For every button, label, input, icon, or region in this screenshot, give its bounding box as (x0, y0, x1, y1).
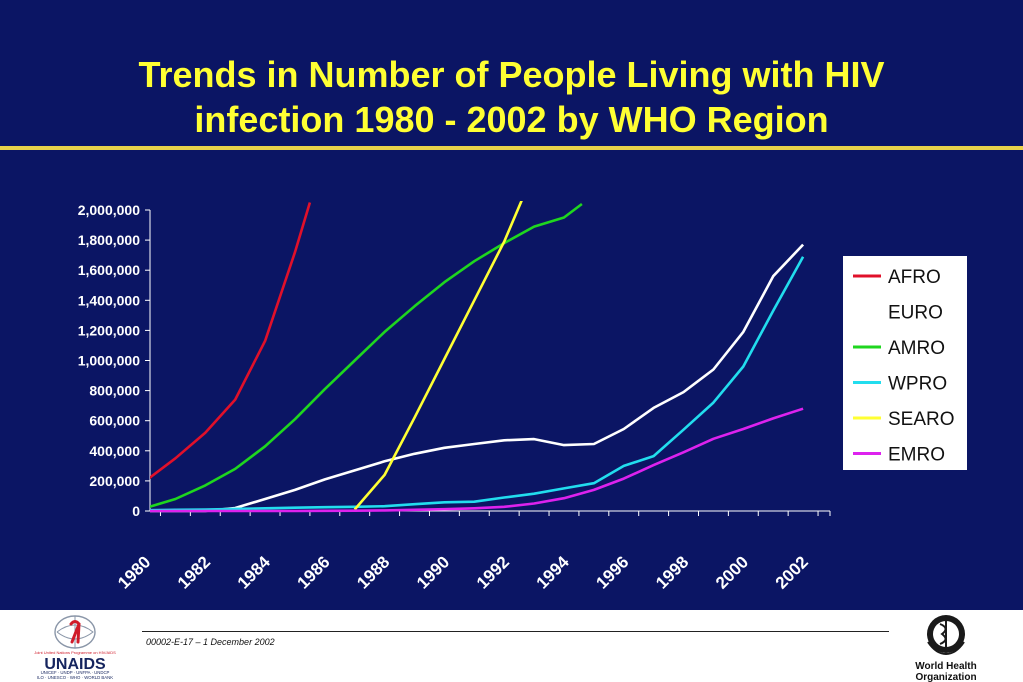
x-tick-label: 1980 (114, 552, 154, 592)
series-line-wpro (150, 256, 805, 512)
svg-text:UNAIDS: UNAIDS (44, 656, 106, 673)
svg-text:Joint United Nations Programme: Joint United Nations Programme on HIV/AI… (34, 650, 116, 655)
y-tick-label: 1,200,000 (78, 322, 140, 338)
footer: Joint United Nations Programme on HIV/AI… (0, 610, 1023, 682)
y-tick-label: 1,400,000 (78, 292, 140, 308)
y-tick-label: 2,000,000 (78, 202, 140, 218)
legend-box (843, 256, 967, 470)
title-line-1: Trends in Number of People Living with H… (138, 54, 885, 95)
y-tick-label: 0 (132, 503, 140, 519)
legend-label-amro: AMRO (888, 338, 945, 359)
series-line-euro (150, 243, 805, 513)
legend-label-searo: SEARO (888, 409, 955, 430)
y-tick-label: 800,000 (89, 383, 140, 399)
x-tick-label: 1986 (294, 552, 334, 592)
y-tick-label: 1,600,000 (78, 262, 140, 278)
y-tick-label: 1,000,000 (78, 353, 140, 369)
series-line-afro (150, 202, 312, 480)
y-tick-label: 200,000 (89, 473, 140, 489)
svg-text:UNICEF · UNDP · UNFPA · UNDCP: UNICEF · UNDP · UNFPA · UNDCP (41, 670, 110, 675)
footer-divider (142, 631, 889, 632)
svg-text:World Health: World Health (915, 661, 976, 672)
legend-label-wpro: WPRO (888, 374, 947, 395)
x-tick-label: 2002 (772, 552, 812, 592)
series-line-searo (353, 201, 523, 511)
x-tick-label: 1992 (473, 552, 513, 592)
page-title: Trends in Number of People Living with H… (0, 52, 1023, 142)
legend-label-afro: AFRO (888, 267, 941, 288)
series-line-emro (150, 407, 804, 513)
legend: AFRO EURO AMRO WPRO SEARO EMRO (843, 256, 967, 470)
y-tick-label: 600,000 (89, 413, 140, 429)
svg-text:Organization: Organization (915, 672, 976, 682)
x-tick-label: 2000 (712, 552, 752, 592)
x-tick-label: 1990 (413, 552, 453, 592)
x-tick-label: 1994 (533, 552, 574, 593)
x-tick-label: 1982 (174, 552, 214, 592)
legend-label-emro: EMRO (888, 445, 945, 466)
title-line-2: infection 1980 - 2002 by WHO Region (194, 99, 829, 140)
line-chart: 0 200,000 400,000 600,000 800,000 1,000,000 1,… (78, 201, 967, 593)
series-line-amro (150, 202, 583, 509)
x-tick-label: 1996 (592, 552, 632, 592)
x-tick-label: 1988 (353, 552, 393, 592)
x-tick-label: 1984 (234, 552, 275, 593)
legend-label-euro: EURO (888, 303, 943, 324)
svg-text:ILO · UNESCO · WHO · WORLD BAN: ILO · UNESCO · WHO · WORLD BANK (37, 675, 113, 680)
series-lines (150, 201, 805, 513)
unaids-logo: Joint United Nations Programme on HIV/AI… (34, 615, 116, 680)
x-tick-label: 1998 (652, 552, 692, 592)
who-logo: World Health Organization (915, 615, 977, 682)
y-tick-label: 400,000 (89, 443, 140, 459)
slide-reference: 00002-E-17 – 1 December 2002 (146, 637, 275, 647)
y-tick-label: 1,800,000 (78, 232, 140, 248)
title-divider (0, 146, 1023, 150)
